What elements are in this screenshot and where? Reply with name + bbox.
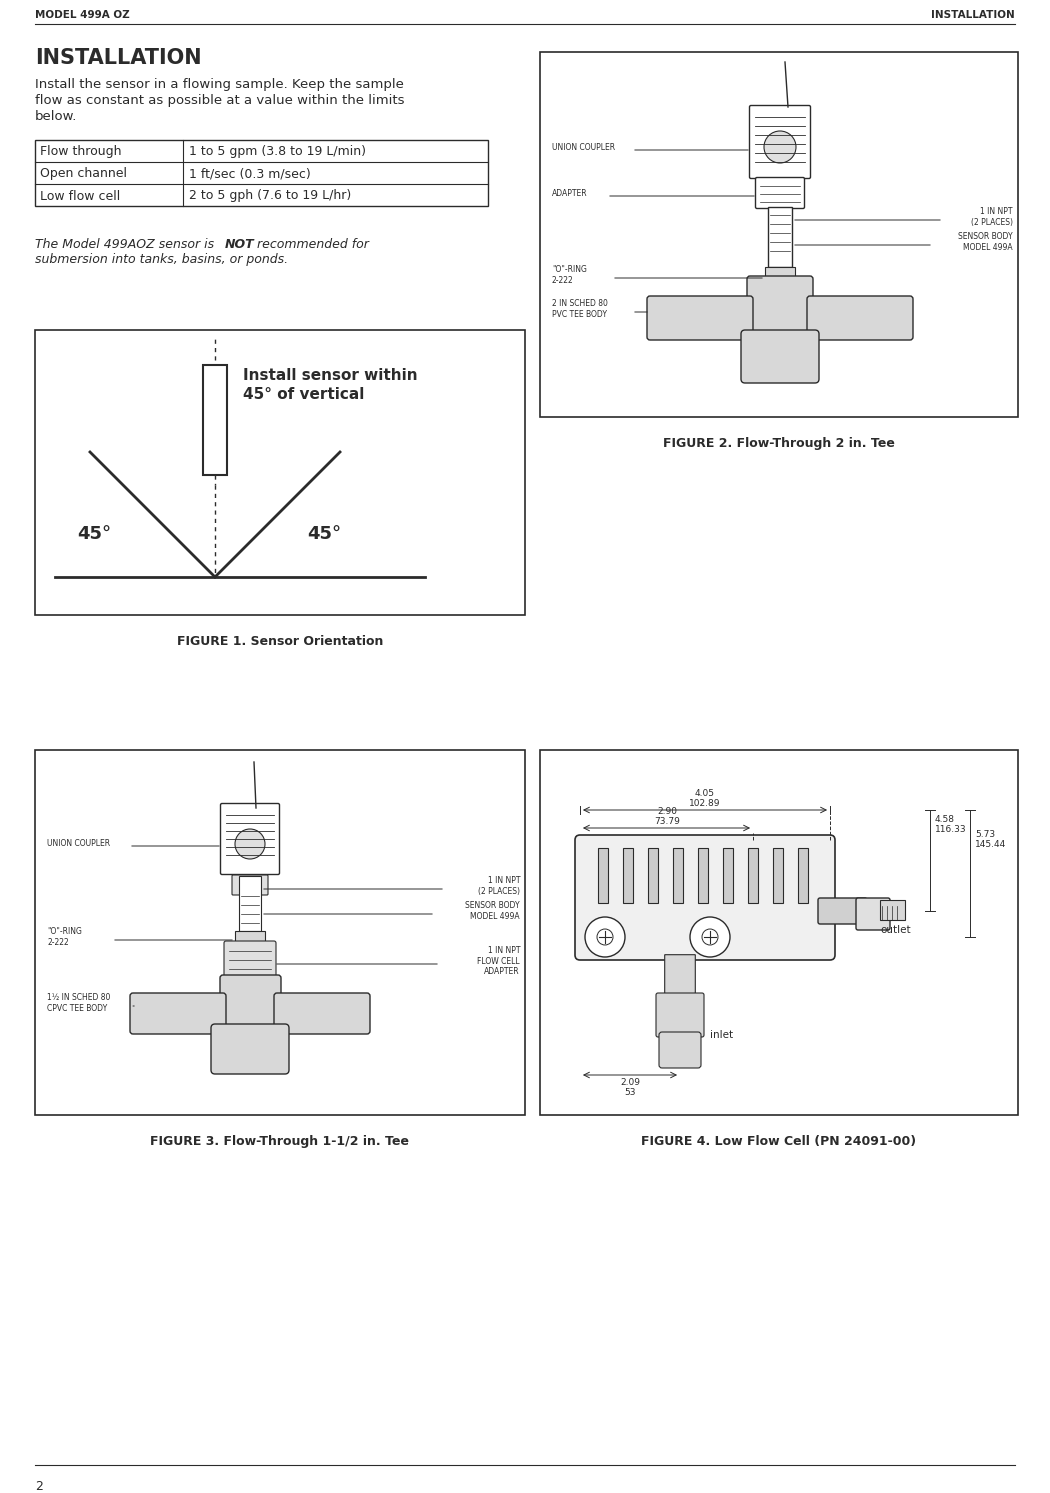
Bar bbox=[648, 848, 658, 903]
Text: flow as constant as possible at a value within the limits: flow as constant as possible at a value … bbox=[35, 94, 404, 107]
Text: 45°: 45° bbox=[307, 526, 341, 543]
Text: "O"-RING
2-222: "O"-RING 2-222 bbox=[47, 927, 82, 947]
Bar bbox=[35, 140, 488, 206]
Bar bbox=[239, 876, 261, 932]
Text: submersion into tanks, basins, or ponds.: submersion into tanks, basins, or ponds. bbox=[35, 252, 288, 266]
FancyBboxPatch shape bbox=[747, 276, 813, 337]
Text: 4.05
102.89: 4.05 102.89 bbox=[689, 788, 720, 808]
FancyBboxPatch shape bbox=[659, 1032, 701, 1067]
Text: 1 IN NPT
FLOW CELL
ADAPTER: 1 IN NPT FLOW CELL ADAPTER bbox=[478, 947, 520, 976]
Text: SENSOR BODY
MODEL 499A: SENSOR BODY MODEL 499A bbox=[465, 902, 520, 921]
FancyBboxPatch shape bbox=[274, 993, 370, 1035]
Text: INSTALLATION: INSTALLATION bbox=[35, 48, 202, 69]
Text: SENSOR BODY
MODEL 499A: SENSOR BODY MODEL 499A bbox=[959, 233, 1013, 252]
Text: 45°: 45° bbox=[77, 526, 111, 543]
Text: Flow through: Flow through bbox=[40, 145, 122, 158]
Text: Install sensor within: Install sensor within bbox=[243, 367, 418, 384]
Text: FIGURE 3. Flow-Through 1-1/2 in. Tee: FIGURE 3. Flow-Through 1-1/2 in. Tee bbox=[150, 1135, 410, 1148]
FancyBboxPatch shape bbox=[750, 106, 811, 179]
Text: 4.58
116.33: 4.58 116.33 bbox=[934, 815, 967, 835]
Text: 1 IN NPT
(2 PLACES): 1 IN NPT (2 PLACES) bbox=[971, 208, 1013, 227]
Text: Install the sensor in a flowing sample. Keep the sample: Install the sensor in a flowing sample. … bbox=[35, 78, 404, 91]
Circle shape bbox=[764, 131, 796, 163]
Text: 1 to 5 gpm (3.8 to 19 L/min): 1 to 5 gpm (3.8 to 19 L/min) bbox=[189, 145, 366, 158]
Bar bbox=[235, 932, 265, 944]
FancyBboxPatch shape bbox=[818, 897, 867, 924]
Bar bbox=[35, 749, 525, 1115]
FancyBboxPatch shape bbox=[741, 330, 819, 384]
Bar bbox=[203, 364, 227, 475]
Text: FIGURE 1. Sensor Orientation: FIGURE 1. Sensor Orientation bbox=[176, 635, 383, 648]
FancyBboxPatch shape bbox=[647, 296, 753, 340]
Bar bbox=[35, 330, 525, 615]
Text: 2.09
53: 2.09 53 bbox=[620, 1078, 640, 1097]
Circle shape bbox=[597, 929, 613, 945]
Text: MODEL 499A OZ: MODEL 499A OZ bbox=[35, 10, 130, 19]
Bar bbox=[598, 848, 608, 903]
FancyBboxPatch shape bbox=[856, 897, 890, 930]
Circle shape bbox=[235, 829, 265, 858]
FancyBboxPatch shape bbox=[130, 993, 226, 1035]
Text: 1 IN NPT
(2 PLACES): 1 IN NPT (2 PLACES) bbox=[478, 876, 520, 896]
Text: The Model 499AOZ sensor is: The Model 499AOZ sensor is bbox=[35, 237, 218, 251]
Circle shape bbox=[585, 917, 625, 957]
Bar bbox=[673, 848, 683, 903]
Text: 1½ IN SCHED 80
CPVC TEE BODY: 1½ IN SCHED 80 CPVC TEE BODY bbox=[47, 993, 110, 1012]
Text: 1 ft/sec (0.3 m/sec): 1 ft/sec (0.3 m/sec) bbox=[189, 167, 311, 181]
Bar bbox=[698, 848, 708, 903]
Text: recommended for: recommended for bbox=[253, 237, 369, 251]
Text: 2 to 5 gph (7.6 to 19 L/hr): 2 to 5 gph (7.6 to 19 L/hr) bbox=[189, 190, 352, 203]
Text: NOT: NOT bbox=[225, 237, 254, 251]
FancyBboxPatch shape bbox=[575, 835, 835, 960]
Text: UNION COUPLER: UNION COUPLER bbox=[552, 142, 615, 151]
Text: INSTALLATION: INSTALLATION bbox=[931, 10, 1015, 19]
FancyBboxPatch shape bbox=[232, 875, 268, 894]
Bar bbox=[798, 848, 808, 903]
Bar bbox=[748, 848, 758, 903]
FancyBboxPatch shape bbox=[756, 178, 804, 209]
Bar bbox=[723, 848, 733, 903]
Bar bbox=[765, 267, 795, 279]
FancyBboxPatch shape bbox=[656, 993, 704, 1038]
Circle shape bbox=[690, 917, 730, 957]
Bar bbox=[540, 52, 1018, 417]
Text: ADAPTER: ADAPTER bbox=[552, 188, 588, 197]
Text: 2.90
73.79: 2.90 73.79 bbox=[654, 806, 680, 826]
FancyBboxPatch shape bbox=[665, 954, 695, 996]
Bar bbox=[540, 749, 1018, 1115]
Bar bbox=[623, 848, 633, 903]
Text: FIGURE 2. Flow-Through 2 in. Tee: FIGURE 2. Flow-Through 2 in. Tee bbox=[663, 437, 895, 449]
Text: "O"-RING
2-222: "O"-RING 2-222 bbox=[552, 266, 587, 285]
Bar bbox=[773, 848, 783, 903]
Text: 2 IN SCHED 80
PVC TEE BODY: 2 IN SCHED 80 PVC TEE BODY bbox=[552, 299, 608, 318]
Text: Open channel: Open channel bbox=[40, 167, 127, 181]
Text: inlet: inlet bbox=[710, 1030, 733, 1041]
FancyBboxPatch shape bbox=[807, 296, 914, 340]
Bar bbox=[768, 208, 792, 267]
Text: outlet: outlet bbox=[880, 926, 910, 935]
Text: Low flow cell: Low flow cell bbox=[40, 190, 121, 203]
Text: UNION COUPLER: UNION COUPLER bbox=[47, 839, 110, 848]
FancyBboxPatch shape bbox=[211, 1024, 289, 1073]
FancyBboxPatch shape bbox=[224, 941, 276, 979]
Circle shape bbox=[702, 929, 718, 945]
FancyBboxPatch shape bbox=[220, 975, 281, 1032]
Text: 5.73
145.44: 5.73 145.44 bbox=[975, 830, 1006, 850]
Bar bbox=[880, 900, 905, 920]
Text: 2: 2 bbox=[35, 1480, 43, 1493]
FancyBboxPatch shape bbox=[220, 803, 279, 875]
Text: FIGURE 4. Low Flow Cell (PN 24091-00): FIGURE 4. Low Flow Cell (PN 24091-00) bbox=[642, 1135, 917, 1148]
Text: below.: below. bbox=[35, 110, 78, 122]
Text: 45° of vertical: 45° of vertical bbox=[243, 387, 364, 402]
